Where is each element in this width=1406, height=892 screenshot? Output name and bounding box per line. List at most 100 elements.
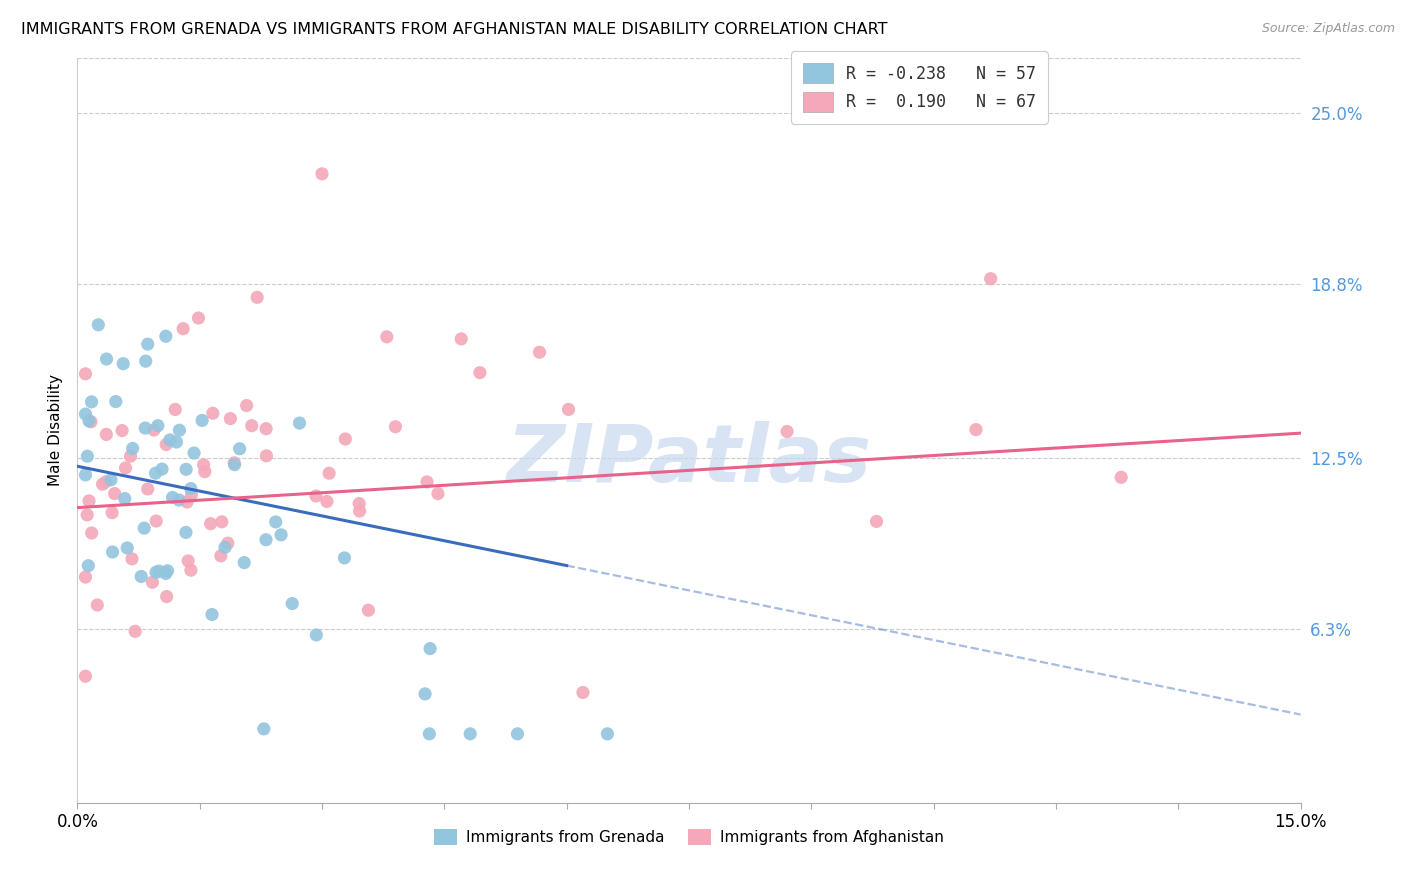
Point: [145, 514, 167, 528]
Point: [233, 556, 256, 570]
Point: [557, 402, 579, 417]
Point: [86, 598, 108, 612]
Point: [104, 394, 127, 409]
Point: [201, 607, 224, 622]
Point: [101, 545, 124, 559]
Point: [174, 462, 197, 476]
Point: [75, 407, 97, 421]
Point: [200, 516, 222, 531]
Point: [572, 685, 595, 699]
Point: [235, 399, 257, 413]
Point: [100, 473, 122, 487]
Point: [191, 413, 214, 427]
Point: [145, 466, 167, 480]
Point: [347, 496, 370, 510]
Point: [596, 727, 619, 741]
Point: [75, 367, 97, 381]
Point: [162, 491, 184, 505]
Point: [155, 566, 177, 581]
Point: [145, 566, 167, 580]
Point: [75, 467, 97, 482]
Point: [77, 558, 100, 573]
Point: [121, 442, 143, 456]
Point: [96, 351, 118, 366]
Point: [333, 550, 356, 565]
Point: [104, 486, 127, 500]
Point: [264, 515, 287, 529]
Point: [155, 437, 177, 451]
Point: [193, 458, 215, 472]
Point: [155, 329, 177, 343]
Point: [468, 366, 491, 380]
Point: [177, 554, 200, 568]
Point: [450, 332, 472, 346]
Point: [76, 449, 98, 463]
Point: [146, 418, 169, 433]
Text: ZIPatlas: ZIPatlas: [506, 421, 872, 500]
Point: [254, 449, 277, 463]
Point: [114, 491, 136, 506]
Point: [77, 414, 100, 428]
Point: [228, 442, 250, 456]
Point: [224, 456, 246, 470]
Point: [80, 525, 103, 540]
Point: [134, 521, 156, 535]
Point: [134, 421, 156, 435]
Point: [318, 467, 340, 481]
Point: [159, 433, 181, 447]
Point: [111, 424, 134, 438]
Point: [246, 290, 269, 304]
Point: [305, 628, 328, 642]
Text: Source: ZipAtlas.com: Source: ZipAtlas.com: [1261, 22, 1395, 36]
Point: [124, 624, 146, 639]
Point: [1109, 470, 1132, 484]
Point: [142, 423, 165, 437]
Point: [167, 493, 190, 508]
Point: [165, 402, 187, 417]
Point: [458, 727, 481, 741]
Point: [316, 494, 339, 508]
Point: [165, 435, 187, 450]
Point: [427, 486, 450, 500]
Point: [506, 727, 529, 741]
Point: [965, 423, 987, 437]
Point: [136, 482, 159, 496]
Point: [156, 590, 179, 604]
Point: [129, 569, 152, 583]
Point: [194, 465, 217, 479]
Point: [141, 575, 163, 590]
Point: [240, 418, 263, 433]
Point: [115, 541, 138, 555]
Point: [419, 641, 441, 656]
Point: [121, 551, 143, 566]
Point: [418, 727, 440, 741]
Point: [201, 406, 224, 420]
Point: [112, 357, 135, 371]
Legend: Immigrants from Grenada, Immigrants from Afghanistan: Immigrants from Grenada, Immigrants from…: [427, 822, 950, 851]
Point: [174, 525, 197, 540]
Point: [183, 446, 205, 460]
Point: [305, 489, 328, 503]
Point: [80, 395, 103, 409]
Point: [211, 515, 233, 529]
Point: [75, 669, 97, 683]
Point: [209, 549, 232, 563]
Point: [776, 425, 799, 439]
Point: [375, 330, 398, 344]
Point: [156, 564, 179, 578]
Point: [180, 563, 202, 577]
Point: [148, 564, 170, 578]
Point: [980, 271, 1002, 285]
Point: [150, 462, 173, 476]
Point: [180, 482, 202, 496]
Point: [224, 458, 246, 472]
Point: [311, 167, 333, 181]
Text: IMMIGRANTS FROM GRENADA VS IMMIGRANTS FROM AFGHANISTAN MALE DISABILITY CORRELATI: IMMIGRANTS FROM GRENADA VS IMMIGRANTS FR…: [21, 22, 887, 37]
Point: [187, 310, 209, 325]
Point: [384, 419, 406, 434]
Point: [94, 475, 117, 489]
Point: [96, 427, 118, 442]
Point: [180, 488, 202, 502]
Point: [75, 570, 97, 584]
Point: [335, 432, 357, 446]
